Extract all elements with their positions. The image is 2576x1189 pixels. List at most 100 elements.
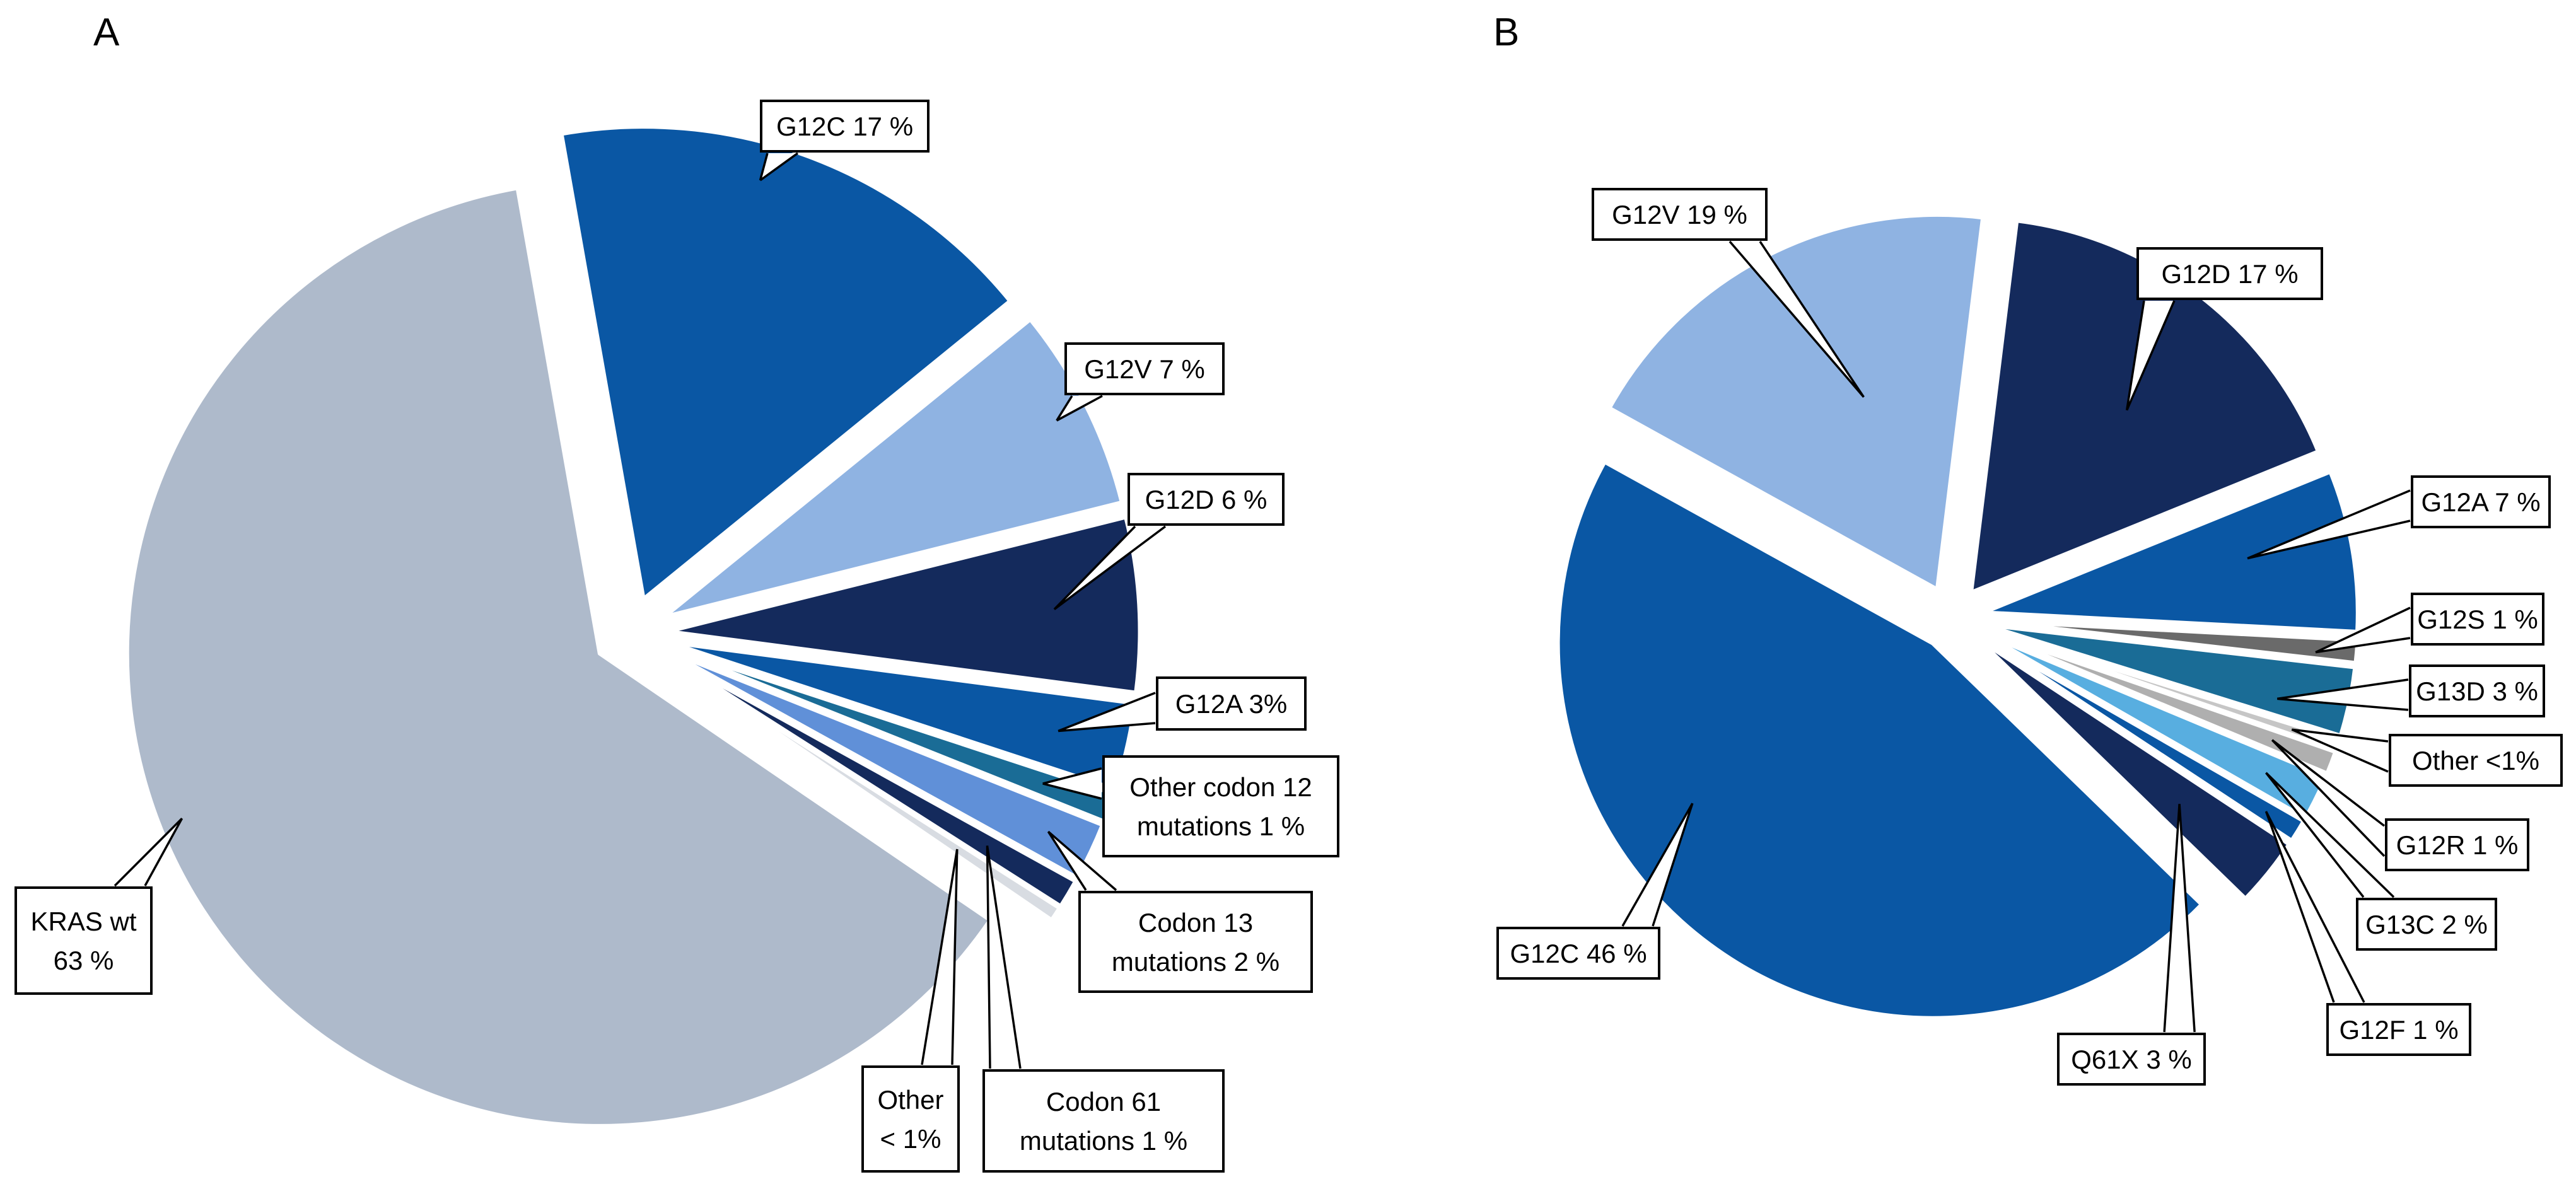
callout-b_g12c: G12C 46 % bbox=[1496, 803, 1694, 980]
callout-beak-b_q61x bbox=[2163, 804, 2196, 1033]
callout-box-c61 bbox=[982, 1069, 1225, 1173]
callout-b_g13c: G13C 2 % bbox=[2265, 772, 2497, 951]
callout-beak-g12a bbox=[1058, 692, 1156, 733]
callout-beak-b_g12f bbox=[2264, 811, 2365, 1003]
pie-slice-g12d bbox=[665, 514, 1143, 695]
callout-box-g12a bbox=[1156, 676, 1307, 731]
callout-b_g12a: G12A 7 % bbox=[2247, 475, 2551, 560]
callout-beak-g12d bbox=[1053, 525, 1167, 610]
callout-box-oth_a bbox=[861, 1065, 960, 1173]
callout-kras: KRAS wt 63 % bbox=[15, 817, 184, 995]
callout-g12v: G12V 7 % bbox=[1056, 342, 1225, 422]
callout-beak-b_g12a bbox=[2247, 489, 2411, 560]
callout-g12d: G12D 6 % bbox=[1053, 473, 1285, 610]
callout-oc12: Other codon 12 mutations 1 % bbox=[1042, 755, 1339, 857]
pie-slice-b_g12r bbox=[1979, 627, 2338, 776]
callout-beak-b_oth bbox=[2291, 728, 2389, 773]
callout-label-b_g12d: G12D 17 % bbox=[2161, 259, 2298, 289]
callout-beak-fill-oc12 bbox=[1042, 768, 1102, 799]
callout-b_g12v: G12V 19 % bbox=[1592, 188, 1865, 398]
callout-box-b_g12s bbox=[2411, 593, 2544, 646]
callout-label-b_g12r: G12R 1 % bbox=[2396, 830, 2519, 860]
callout-beak-fill-b_g13d bbox=[2277, 680, 2408, 710]
callout-label-oth_a: < 1% bbox=[880, 1124, 941, 1154]
callout-c13: Codon 13 mutations 2 % bbox=[1047, 830, 1313, 993]
callout-box-c13 bbox=[1078, 891, 1313, 993]
callout-label-b_g13c: G13C 2 % bbox=[2365, 910, 2488, 939]
pie-chart-a: G12C 17 % G12V 7 % G12D 6 % G12A 3% Other co… bbox=[15, 100, 1339, 1173]
callout-label-b_q61x: Q61X 3 % bbox=[2071, 1045, 2191, 1074]
callout-box-b_g12f bbox=[2326, 1003, 2471, 1056]
callout-label-b_g12f: G12F 1 % bbox=[2339, 1015, 2458, 1045]
callout-box-b_g12a bbox=[2411, 475, 2551, 528]
callout-beak-g12v bbox=[1056, 395, 1103, 422]
callout-beak-b_g13c bbox=[2265, 772, 2395, 898]
callout-box-g12c bbox=[760, 100, 930, 153]
callout-b_g12s: G12S 1 % bbox=[2315, 593, 2544, 654]
panel-a-label: A bbox=[93, 11, 120, 54]
callout-g12a: G12A 3% bbox=[1058, 676, 1307, 733]
callout-label-b_g12a: G12A 7 % bbox=[2421, 487, 2540, 517]
callout-box-b_g13c bbox=[2356, 898, 2497, 951]
callout-label-oc12: Other codon 12 bbox=[1129, 772, 1312, 802]
callout-beak-oc12 bbox=[1042, 767, 1102, 800]
callout-box-g12d bbox=[1128, 473, 1285, 526]
callout-box-b_g13d bbox=[2409, 664, 2545, 717]
callout-label-kras: 63 % bbox=[54, 946, 114, 975]
callout-label-c13: Codon 13 bbox=[1138, 908, 1253, 937]
callout-box-oc12 bbox=[1102, 755, 1339, 857]
callout-label-b_oth: Other <1% bbox=[2412, 746, 2539, 775]
callout-beak-b_g12v bbox=[1728, 240, 1865, 398]
callout-beak-b_g12s bbox=[2315, 606, 2411, 654]
callout-b_oth: Other <1% bbox=[2291, 728, 2563, 787]
callout-label-c61: mutations 1 % bbox=[1020, 1126, 1187, 1156]
callout-beak-b_g12c bbox=[1621, 803, 1694, 927]
pie-chart-b: G12D 17 % G12A 7 % G12S 1 % G13D 3 % Other <… bbox=[1496, 188, 2563, 1086]
callout-g12c: G12C 17 % bbox=[759, 100, 930, 182]
pie-slice-b_q61x bbox=[1974, 635, 2292, 902]
callout-label-b_g12s: G12S 1 % bbox=[2417, 605, 2538, 634]
callout-label-g12v: G12V 7 % bbox=[1084, 354, 1204, 384]
pie-slice-b_g12a bbox=[1980, 469, 2360, 634]
callout-label-b_g12c: G12C 46 % bbox=[1510, 939, 1646, 968]
callout-b_g12d: G12D 17 % bbox=[2125, 247, 2323, 411]
callout-beak-b_g13d bbox=[2276, 678, 2409, 711]
callout-label-g12d: G12D 6 % bbox=[1145, 485, 1268, 514]
callout-label-c61: Codon 61 bbox=[1046, 1087, 1161, 1116]
pie-slice-kras bbox=[124, 185, 993, 1128]
callout-label-kras: KRAS wt bbox=[30, 907, 136, 936]
callout-box-b_g12r bbox=[2385, 818, 2529, 871]
callout-label-c13: mutations 2 % bbox=[1112, 947, 1279, 977]
callout-oth_a: Other < 1% bbox=[861, 849, 960, 1173]
callout-b_g12r: G12R 1 % bbox=[2271, 739, 2529, 871]
callout-label-oc12: mutations 1 % bbox=[1137, 811, 1305, 841]
callout-label-b_g13d: G13D 3 % bbox=[2416, 676, 2538, 706]
callout-box-g12v bbox=[1064, 342, 1225, 395]
callout-label-oth_a: Other bbox=[877, 1085, 943, 1115]
callout-beak-b_g12d bbox=[2125, 300, 2176, 411]
callout-beak-c13 bbox=[1047, 830, 1117, 891]
callout-b_g12f: G12F 1 % bbox=[2264, 811, 2471, 1056]
callout-beak-c61 bbox=[986, 845, 1022, 1069]
callout-beak-oth_a bbox=[921, 849, 959, 1065]
callout-box-b_g12d bbox=[2136, 247, 2323, 300]
pie-slice-b_g12c bbox=[1555, 459, 2205, 1021]
callout-box-b_g12v bbox=[1592, 188, 1768, 241]
callout-box-b_g12c bbox=[1496, 927, 1660, 980]
callout-beak-kras bbox=[114, 817, 184, 887]
callout-box-b_oth bbox=[2389, 734, 2563, 787]
callout-label-b_g12v: G12V 19 % bbox=[1612, 200, 1747, 229]
callout-beak-g12c bbox=[759, 152, 799, 182]
callout-beak-b_g12r bbox=[2271, 739, 2386, 857]
callout-b_g13d: G13D 3 % bbox=[2276, 664, 2545, 717]
callout-box-b_q61x bbox=[2057, 1033, 2206, 1086]
callout-c61: Codon 61 mutations 1 % bbox=[982, 845, 1225, 1173]
callout-label-g12c: G12C 17 % bbox=[776, 112, 913, 141]
callout-box-kras bbox=[15, 886, 153, 995]
panel-b-label: B bbox=[1493, 11, 1519, 54]
pie-slice-oth_a bbox=[658, 651, 1063, 923]
pie-slice-g12c bbox=[559, 124, 1013, 602]
callout-beak-fill-b_q61x bbox=[2164, 804, 2195, 1032]
